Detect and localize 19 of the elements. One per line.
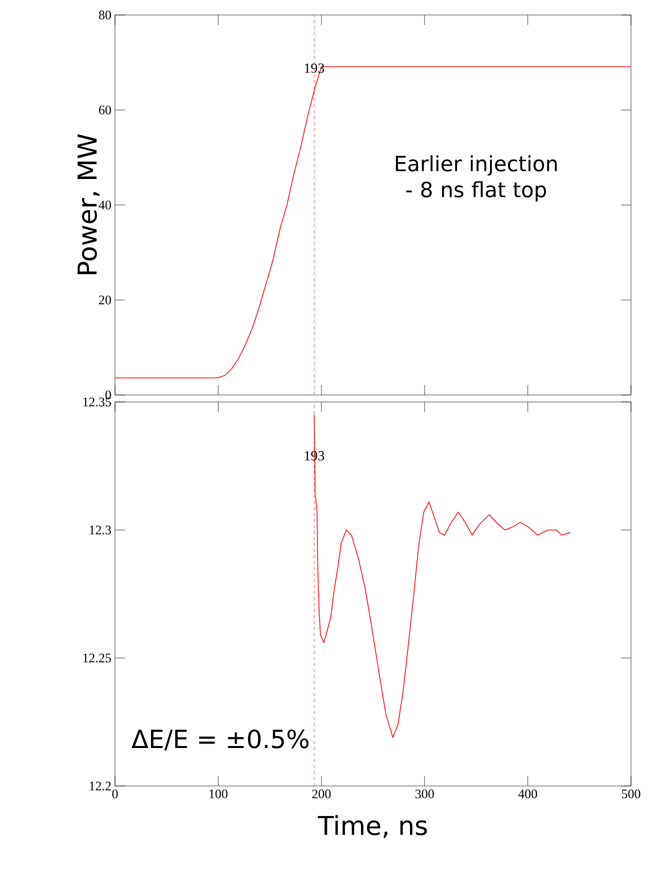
y-tick-label: 40: [98, 200, 111, 210]
y-tick-label: 12.35: [83, 398, 111, 406]
x-tick-label: 300: [415, 790, 434, 798]
annotation: Earlier injection - 8 ns flat top: [396, 155, 557, 202]
y-tick-label: 80: [98, 10, 111, 20]
x-tick-label: 500: [622, 790, 640, 798]
x-tick-label: 400: [518, 790, 538, 798]
y-tick-label: 0: [105, 390, 111, 400]
x-tick-label: 0: [112, 790, 118, 798]
y-axis-title: Power, MW: [78, 134, 100, 274]
y-tick-label: 12.3: [90, 526, 111, 534]
y-tick-label: 12.2: [90, 782, 111, 790]
y-tick-label: 20: [99, 296, 111, 304]
x-axis-title: Time, ns: [318, 815, 427, 838]
y-tick-label: 12.25: [83, 654, 111, 662]
annotation: ΔE/E = ±0.5%: [132, 729, 308, 750]
x-tick-label: 100: [210, 790, 228, 798]
x-tick-label: 200: [312, 790, 331, 798]
y-tick-label: 60: [99, 106, 111, 114]
